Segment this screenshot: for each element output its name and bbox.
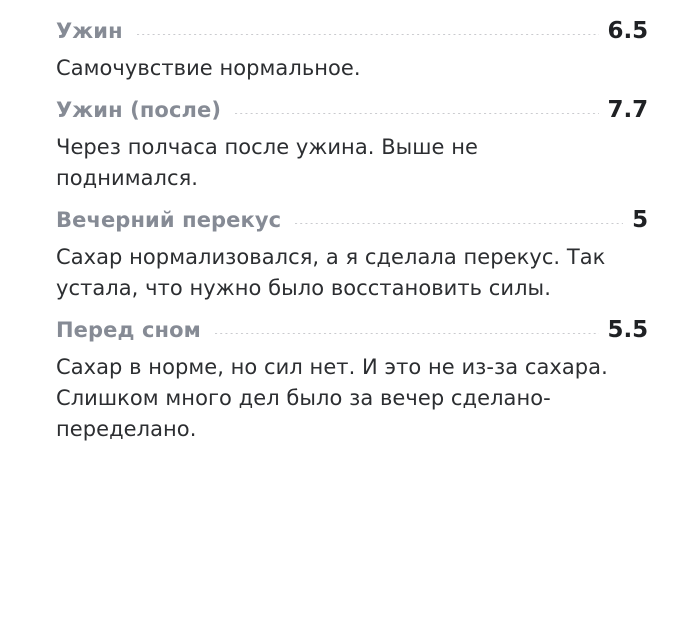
entry-value: 6.5 bbox=[607, 18, 649, 44]
entry-note: Самочувствие нормальное. bbox=[56, 56, 361, 80]
dotted-leader bbox=[235, 113, 599, 114]
entry-note: Сахар нормализовался, а я сделала переку… bbox=[56, 245, 606, 300]
entry-header-row: Вечерний перекус 5 bbox=[56, 207, 648, 233]
entry-value: 7.7 bbox=[607, 97, 649, 123]
dotted-leader bbox=[136, 34, 599, 35]
entry-label: Вечерний перекус bbox=[56, 208, 282, 232]
entry-header-row: Перед сном 5.5 bbox=[56, 317, 648, 343]
entry-label: Ужин (после) bbox=[56, 98, 222, 122]
diary-entry[interactable]: Перед сном 5.5 Сахар в норме, но сил нет… bbox=[56, 317, 648, 445]
diary-entry[interactable]: Ужин 6.5 Самочувствие нормальное. bbox=[56, 18, 648, 84]
entry-value: 5 bbox=[632, 207, 648, 233]
entry-header-row: Ужин (после) 7.7 bbox=[56, 97, 648, 123]
diary-entry[interactable]: Ужин (после) 7.7 Через полчаса после ужи… bbox=[56, 97, 648, 194]
entry-label: Перед сном bbox=[56, 318, 201, 342]
entry-header-row: Ужин 6.5 bbox=[56, 18, 648, 44]
diary-entry-list: Ужин 6.5 Самочувствие нормальное. Ужин (… bbox=[56, 18, 648, 445]
entry-note: Через полчаса после ужина. Выше не подни… bbox=[56, 135, 479, 190]
dotted-leader bbox=[295, 223, 623, 224]
entry-value: 5.5 bbox=[607, 317, 649, 343]
dotted-leader bbox=[214, 333, 599, 334]
diary-entry[interactable]: Вечерний перекус 5 Сахар нормализовался,… bbox=[56, 207, 648, 304]
entry-label: Ужин bbox=[56, 19, 123, 43]
entry-note: Сахар в норме, но сил нет. И это не из-з… bbox=[56, 355, 608, 441]
